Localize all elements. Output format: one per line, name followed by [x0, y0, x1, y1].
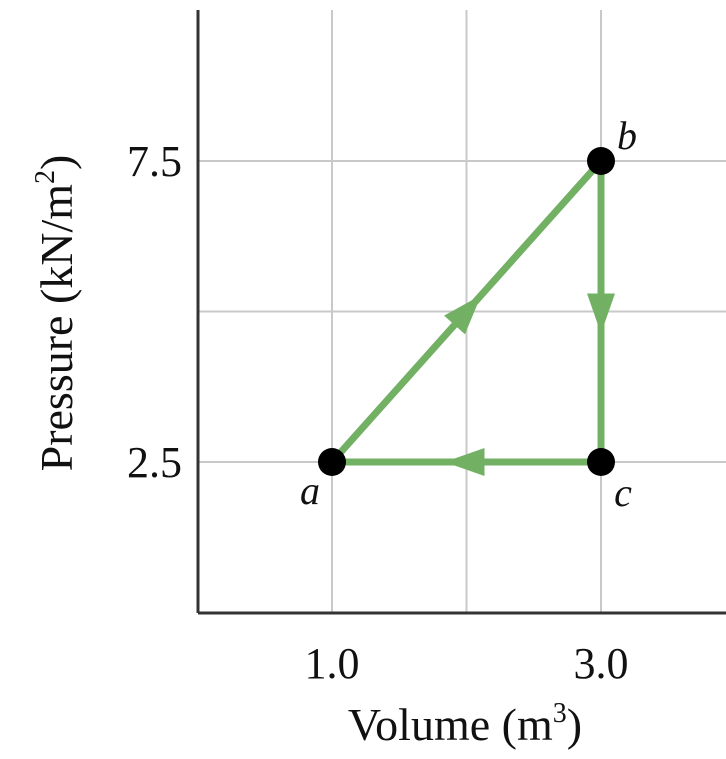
y-tick-label: 2.5: [127, 438, 182, 487]
state-points: a b c: [300, 113, 637, 515]
y-axis-label: Pressure (kN/m2): [30, 155, 82, 472]
arrowhead-c-a: [444, 448, 485, 476]
state-label-a: a: [300, 468, 320, 513]
x-tick-label: 3.0: [574, 639, 629, 688]
axes: [196, 10, 726, 615]
y-tick-label: 7.5: [127, 137, 182, 186]
cycle-path: [328, 157, 615, 476]
x-axis-label: Volume (m3): [348, 698, 582, 750]
x-tick-label: 1.0: [305, 639, 360, 688]
state-point-b: [587, 147, 615, 175]
state-point-a: [318, 448, 346, 476]
state-label-c: c: [614, 470, 632, 515]
arrowhead-a-b: [444, 295, 482, 335]
arrowhead-b-c: [587, 293, 615, 334]
state-label-b: b: [617, 113, 637, 158]
state-point-c: [587, 448, 615, 476]
tick-labels: 1.0 3.0 2.5 7.5: [127, 137, 629, 688]
